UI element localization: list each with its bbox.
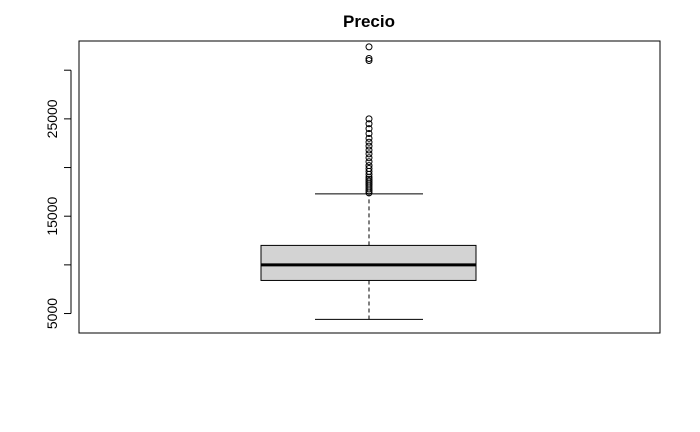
y-axis: 5000 15000 25000 [44, 69, 72, 329]
y-tick-label: 5000 [44, 298, 60, 329]
outlier-point [365, 56, 373, 64]
outlier-point [365, 120, 373, 128]
y-tick-label: 25000 [44, 99, 60, 138]
outlier-point [365, 142, 373, 150]
plot-frame [78, 40, 661, 334]
outlier-point [365, 165, 373, 173]
outlier-point [365, 43, 373, 51]
outlier-point [365, 55, 373, 63]
outlier-point [365, 150, 373, 158]
outlier-point [365, 134, 373, 142]
outlier-point [365, 125, 373, 133]
outlier-point [365, 115, 373, 123]
outlier-point [365, 146, 373, 154]
outlier-point [365, 175, 373, 183]
outlier-points [365, 43, 373, 197]
outlier-point [365, 158, 373, 166]
y-tick-label: 15000 [44, 197, 60, 236]
outlier-point [365, 154, 373, 162]
interquartile-box [260, 244, 477, 281]
box-plot [260, 193, 477, 320]
chart-title: Precio [343, 12, 395, 31]
outlier-point [365, 138, 373, 146]
outlier-point [365, 162, 373, 170]
outlier-point [365, 177, 373, 185]
outlier-point [365, 129, 373, 137]
